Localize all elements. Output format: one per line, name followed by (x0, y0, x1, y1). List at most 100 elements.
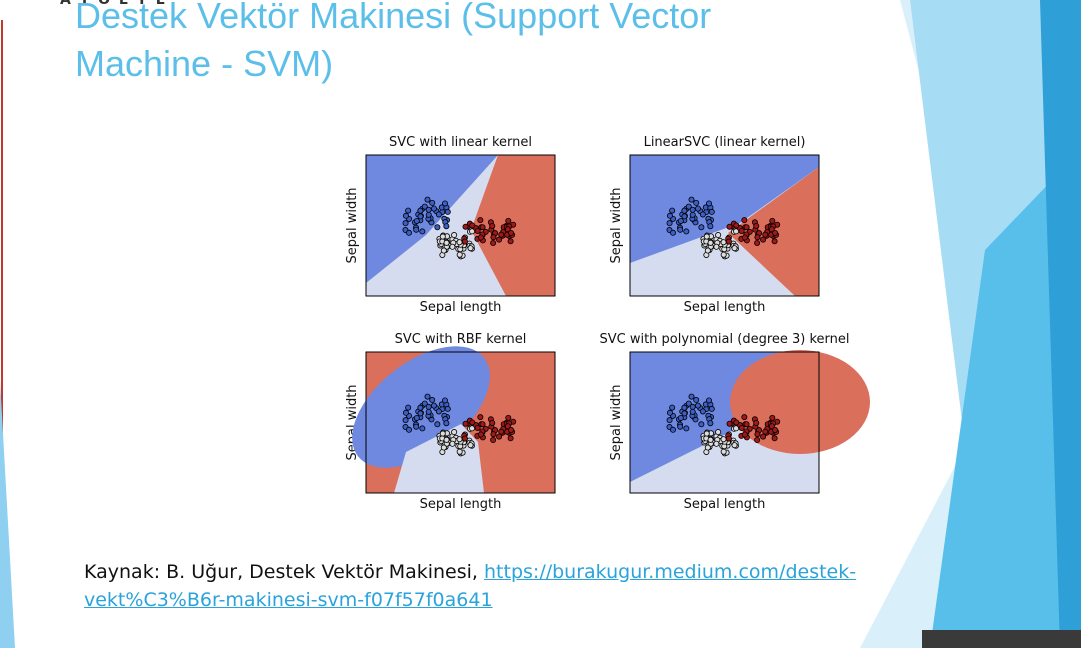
point (768, 226, 775, 233)
plot-area (629, 350, 870, 494)
x-axis-label: Sepal length (684, 497, 766, 512)
point (425, 206, 432, 213)
point (699, 211, 706, 218)
point (705, 397, 712, 404)
point (430, 205, 437, 212)
point (713, 440, 720, 447)
source-link[interactable]: https://burakugur.medium.com/destek-vekt… (84, 561, 857, 611)
point (496, 433, 503, 440)
point (720, 448, 727, 455)
point (693, 396, 700, 403)
point (406, 229, 413, 236)
point (769, 414, 776, 421)
region (630, 155, 819, 263)
point (490, 437, 497, 444)
point (731, 245, 738, 252)
point (707, 223, 714, 230)
point (490, 431, 497, 438)
point (429, 396, 436, 403)
point (707, 436, 714, 443)
point (456, 239, 463, 246)
point (441, 397, 448, 404)
point (479, 421, 486, 428)
slide-title: Destek Vektör Makinesi (Support Vector M… (75, 0, 712, 84)
point (768, 423, 775, 430)
point (417, 410, 424, 417)
point (417, 404, 424, 411)
point (677, 226, 684, 233)
point (666, 212, 673, 219)
point (402, 409, 409, 416)
point (683, 425, 690, 432)
point (741, 217, 748, 224)
point (725, 435, 732, 442)
y-axis-label: Sepal width (609, 384, 624, 460)
point (441, 200, 448, 207)
point (726, 420, 733, 427)
point (424, 393, 431, 400)
plot-frame (629, 154, 820, 297)
point (681, 213, 688, 220)
point (474, 424, 481, 431)
point (677, 414, 684, 421)
point (760, 433, 767, 440)
point (421, 400, 428, 407)
plot-title: SVC with linear kernel (389, 135, 532, 150)
point (490, 234, 497, 241)
point (738, 227, 745, 234)
point (456, 251, 463, 258)
point (688, 393, 695, 400)
point (715, 232, 722, 239)
point (681, 410, 688, 417)
point (496, 236, 503, 243)
point (405, 207, 412, 214)
corner-bar (922, 630, 1081, 648)
point (425, 211, 432, 218)
point (419, 228, 426, 235)
point (681, 404, 688, 411)
plot-area (365, 154, 556, 297)
point (440, 247, 447, 254)
point (498, 231, 505, 238)
point (449, 440, 456, 447)
point (725, 238, 732, 245)
point (741, 414, 748, 421)
point (406, 426, 413, 433)
point (434, 421, 441, 428)
point (413, 423, 420, 430)
point (498, 428, 505, 435)
point (507, 435, 514, 442)
point (456, 448, 463, 455)
point (451, 232, 458, 239)
point (708, 208, 715, 215)
point (699, 408, 706, 415)
point (413, 226, 420, 233)
point (469, 419, 476, 426)
decor-shape (0, 380, 15, 648)
point (440, 444, 447, 451)
point (435, 408, 442, 415)
point (424, 196, 431, 203)
point (771, 238, 778, 245)
point (477, 414, 484, 421)
point (439, 430, 446, 437)
point (681, 207, 688, 214)
point (708, 405, 715, 412)
plot-frame (365, 351, 556, 494)
point (477, 234, 484, 241)
point (429, 199, 436, 206)
point (504, 423, 511, 430)
point (505, 414, 512, 421)
point (743, 224, 750, 231)
point (479, 224, 486, 231)
point (461, 238, 468, 245)
point (434, 224, 441, 231)
point (670, 426, 677, 433)
point (461, 435, 468, 442)
point (685, 400, 692, 407)
point (505, 217, 512, 224)
point (741, 431, 748, 438)
region (730, 350, 870, 454)
point (417, 213, 424, 220)
point (694, 205, 701, 212)
